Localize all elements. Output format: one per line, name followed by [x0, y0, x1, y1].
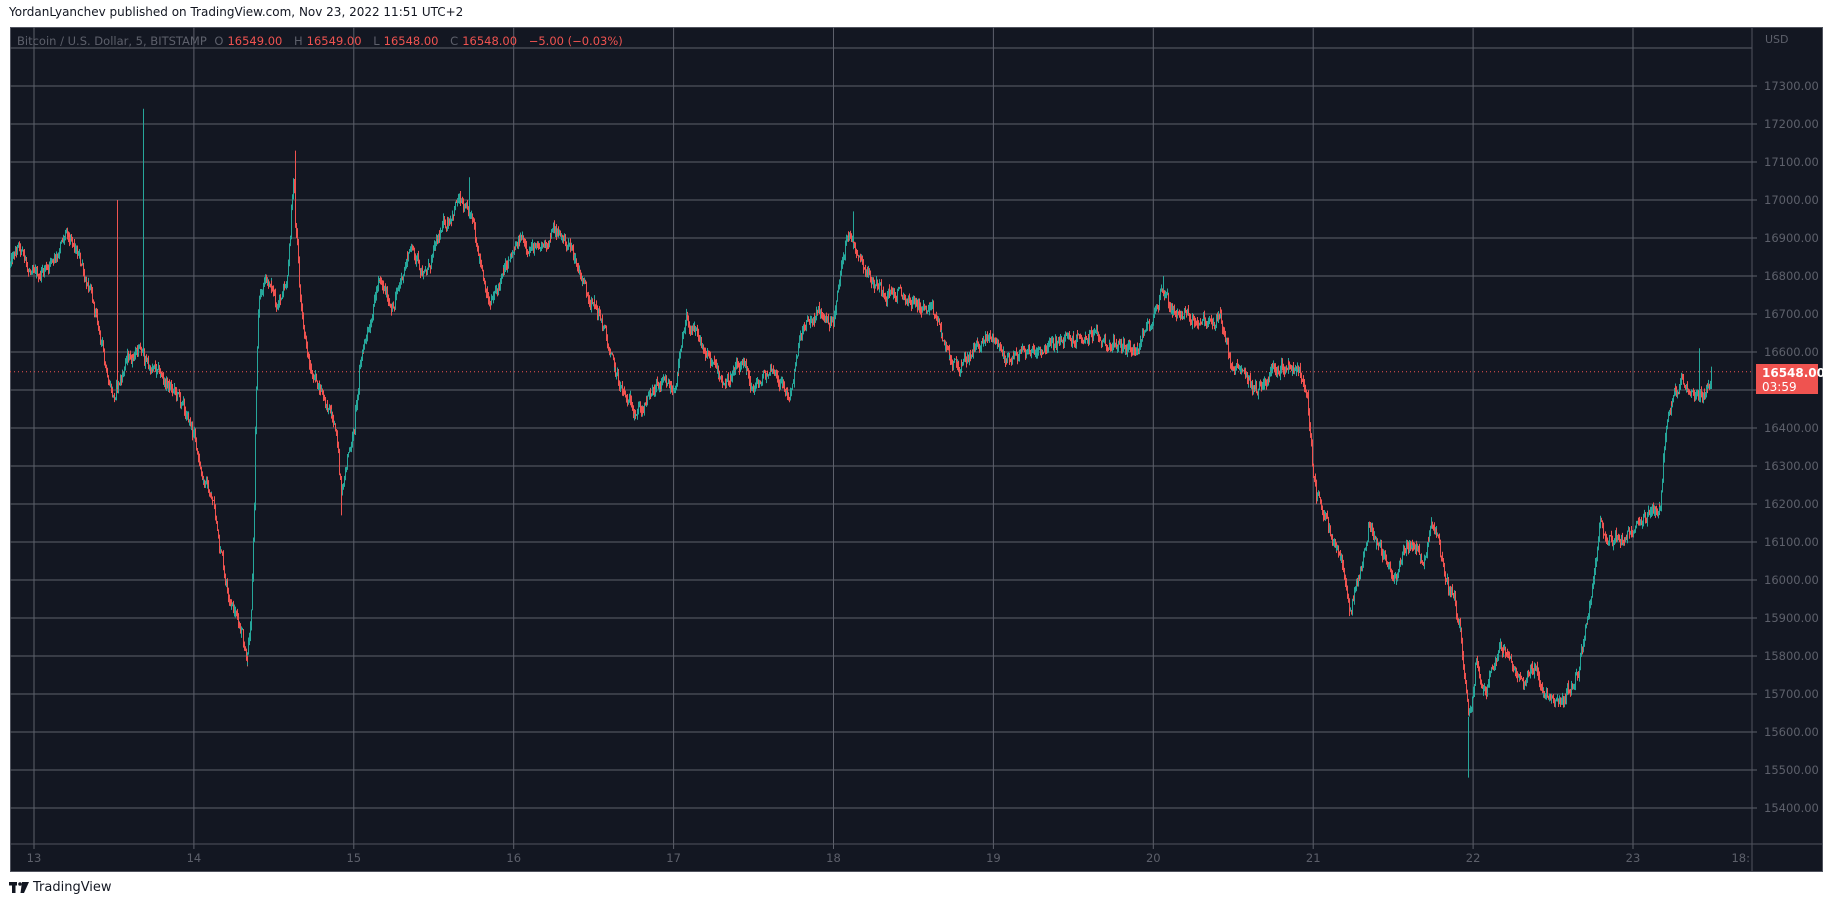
price-tick-label: 17200.00	[1764, 117, 1819, 131]
price-tick-label: 17000.00	[1764, 193, 1819, 207]
time-tick-label: 13	[27, 851, 42, 865]
time-tick-label: 15	[346, 851, 361, 865]
time-tick-label: 18:	[1731, 851, 1750, 865]
price-axis[interactable]: 15400.00 15500.00 15600.00 15700.00 15800.00…	[1752, 79, 1819, 815]
last-price-tag: 16548.00 03:59	[1756, 364, 1826, 394]
time-axis[interactable]: 13 14 15 16 17 18 19 20 21 22 23 18:	[27, 844, 1750, 865]
price-tick-label: 16200.00	[1764, 497, 1819, 511]
price-tick-label: 15900.00	[1764, 611, 1819, 625]
candles	[10, 108, 1712, 778]
price-tick-label: 17300.00	[1764, 79, 1819, 93]
chart-grid	[10, 27, 1752, 844]
time-tick-label: 18	[826, 851, 841, 865]
time-tick-label: 14	[187, 851, 202, 865]
currency-label[interactable]: USD	[1765, 33, 1789, 46]
price-tick-label: 15600.00	[1764, 725, 1819, 739]
price-change: −5.00 (−0.03%)	[528, 34, 623, 48]
footer-brand[interactable]: TradingView	[9, 880, 112, 895]
publish-attribution: YordanLyanchev published on TradingView.…	[9, 5, 464, 19]
price-tick-label: 16900.00	[1764, 231, 1819, 245]
symbol-legend: Bitcoin / U.S. Dollar, 5, BITSTAMP O 1654…	[17, 34, 627, 48]
time-tick-label: 23	[1626, 851, 1641, 865]
symbol-name[interactable]: Bitcoin / U.S. Dollar, 5, BITSTAMP	[17, 34, 207, 48]
price-tick-label: 15500.00	[1764, 763, 1819, 777]
time-tick-label: 16	[506, 851, 521, 865]
ohlc-close: C 16548.00	[450, 34, 518, 48]
chart-panel[interactable]	[10, 27, 1823, 872]
price-tick-label: 15700.00	[1764, 687, 1819, 701]
bar-countdown: 03:59	[1762, 380, 1797, 394]
time-tick-label: 19	[986, 851, 1001, 865]
price-tick-label: 17100.00	[1764, 155, 1819, 169]
price-tick-label: 16100.00	[1764, 535, 1819, 549]
time-tick-label: 22	[1466, 851, 1481, 865]
footer-brand-text: TradingView	[33, 880, 112, 895]
time-tick-label: 17	[666, 851, 681, 865]
ohlc-high: H 16549.00	[294, 34, 362, 48]
price-tick-label: 16700.00	[1764, 307, 1819, 321]
price-tick-label: 16300.00	[1764, 459, 1819, 473]
last-price-value: 16548.00	[1762, 366, 1826, 380]
tradingview-logo-icon	[9, 882, 29, 893]
ohlc-low: L 16548.00	[373, 34, 439, 48]
price-tick-label: 16600.00	[1764, 345, 1819, 359]
price-tick-label: 16400.00	[1764, 421, 1819, 435]
time-tick-label: 21	[1306, 851, 1321, 865]
price-tick-label: 16800.00	[1764, 269, 1819, 283]
price-tick-label: 15400.00	[1764, 801, 1819, 815]
price-tick-label: 16000.00	[1764, 573, 1819, 587]
time-tick-label: 20	[1146, 851, 1161, 865]
ohlc-open: O 16549.00	[214, 34, 283, 48]
price-tick-label: 15800.00	[1764, 649, 1819, 663]
